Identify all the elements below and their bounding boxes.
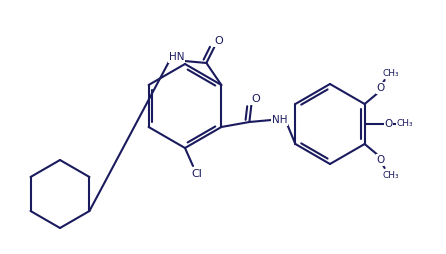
Text: O: O: [376, 83, 385, 93]
Text: O: O: [384, 119, 393, 129]
Text: O: O: [251, 94, 260, 104]
Text: CH₃: CH₃: [382, 171, 399, 181]
Text: CH₃: CH₃: [382, 70, 399, 78]
Text: O: O: [214, 36, 223, 46]
Text: Cl: Cl: [192, 169, 202, 179]
Text: CH₃: CH₃: [396, 119, 413, 129]
Text: HN: HN: [169, 52, 184, 62]
Text: O: O: [376, 155, 385, 165]
Text: NH: NH: [272, 115, 287, 125]
